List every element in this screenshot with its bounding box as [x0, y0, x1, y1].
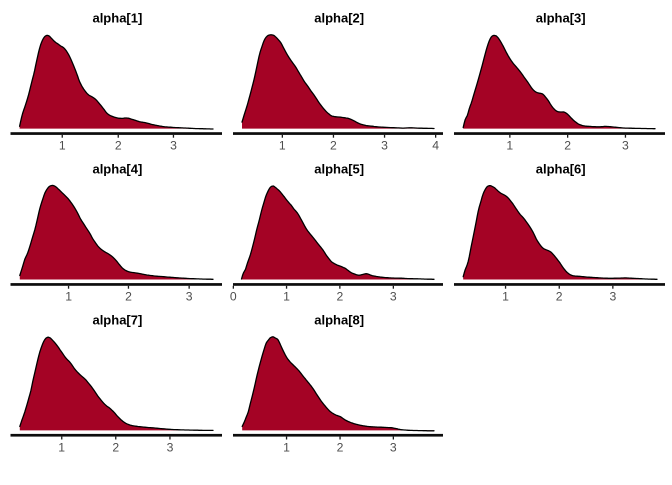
svg-text:alpha[1]: alpha[1] — [92, 11, 142, 26]
svg-text:2: 2 — [337, 289, 344, 303]
svg-text:3: 3 — [381, 139, 388, 153]
svg-text:2: 2 — [115, 139, 122, 153]
svg-text:2: 2 — [337, 440, 344, 454]
svg-text:1: 1 — [59, 139, 66, 153]
svg-text:alpha[4]: alpha[4] — [92, 162, 142, 177]
svg-text:2: 2 — [556, 289, 563, 303]
svg-text:3: 3 — [390, 289, 397, 303]
svg-text:alpha[6]: alpha[6] — [536, 162, 586, 177]
svg-text:1: 1 — [506, 139, 513, 153]
svg-text:1: 1 — [502, 289, 509, 303]
svg-text:1: 1 — [283, 289, 290, 303]
svg-text:alpha[7]: alpha[7] — [92, 312, 142, 327]
svg-text:alpha[3]: alpha[3] — [536, 11, 586, 26]
svg-text:2: 2 — [112, 440, 119, 454]
svg-text:3: 3 — [610, 289, 617, 303]
svg-text:2: 2 — [330, 139, 337, 153]
svg-text:alpha[2]: alpha[2] — [314, 11, 364, 26]
svg-text:alpha[8]: alpha[8] — [314, 312, 364, 327]
svg-text:0: 0 — [230, 289, 237, 303]
svg-text:1: 1 — [283, 440, 290, 454]
svg-text:alpha[5]: alpha[5] — [314, 162, 364, 177]
svg-text:3: 3 — [390, 440, 397, 454]
svg-text:4: 4 — [432, 139, 439, 153]
svg-text:1: 1 — [279, 139, 286, 153]
svg-text:2: 2 — [125, 289, 132, 303]
svg-text:3: 3 — [186, 289, 193, 303]
svg-text:1: 1 — [65, 289, 72, 303]
svg-text:3: 3 — [622, 139, 629, 153]
svg-text:3: 3 — [170, 139, 177, 153]
svg-text:2: 2 — [564, 139, 571, 153]
svg-text:1: 1 — [58, 440, 65, 454]
svg-text:3: 3 — [167, 440, 174, 454]
